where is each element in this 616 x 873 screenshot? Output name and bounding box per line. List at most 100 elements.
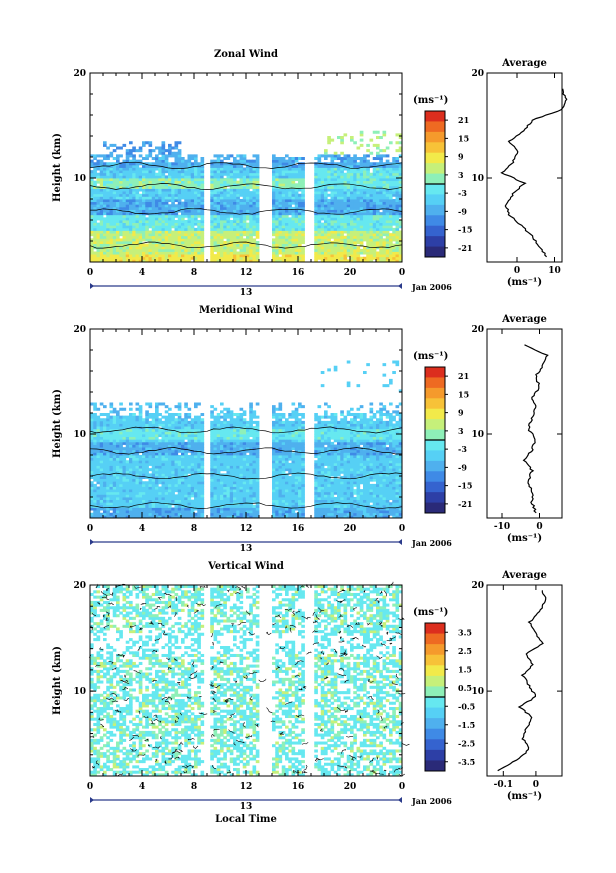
day-label: 13 <box>240 544 253 554</box>
x-tick-label: 16 <box>292 782 305 792</box>
profile-title: Average <box>501 314 547 325</box>
x-tick-label: 0 <box>87 268 93 278</box>
profile-y-tick-label: 20 <box>471 69 484 79</box>
profile-title: Average <box>501 58 547 69</box>
colorbar-tick-label: -15 <box>458 481 472 491</box>
y-tick-label: 20 <box>73 581 86 591</box>
colorbar-tick-label: 15 <box>458 389 469 399</box>
panel-zonal-wind: Zonal Wind 10 20 0 4 8 12 16 20 0 Height (km) 13 Jan… <box>52 49 568 298</box>
contour-lines <box>89 426 403 509</box>
x-tick-label: 20 <box>344 268 357 278</box>
colorbar-tick-label: 3 <box>458 170 464 180</box>
heatmap-cells <box>90 360 403 519</box>
profile-y-tick-label: 20 <box>471 581 484 591</box>
colorbar-tick-label: -2.5 <box>458 738 475 748</box>
colorbar-tick-label: 9 <box>458 152 464 162</box>
x-tick-label: 8 <box>191 782 197 792</box>
colorbar-tick-label: 9 <box>458 408 464 418</box>
average-profile: Average 0 10 10 20 (ms⁻¹) <box>471 58 568 288</box>
profile-x-label: (ms⁻¹) <box>507 277 542 288</box>
y-axis-label: Height (km) <box>52 133 63 202</box>
y-tick-label: 10 <box>73 174 86 184</box>
colorbar-tick-label: 1.5 <box>458 664 472 674</box>
x-tick-label: 20 <box>344 782 357 792</box>
colorbar-tick-label: -1.5 <box>458 720 475 730</box>
colorbar-unit: (ms⁻¹) <box>413 95 448 106</box>
colorbar-tick-label: 3.5 <box>458 627 472 637</box>
profile-y-tick-label: 10 <box>471 174 484 184</box>
profile-x-tick-label: 10 <box>548 266 561 276</box>
y-tick-label: 10 <box>73 687 86 697</box>
profile-line <box>522 344 549 514</box>
panel-title: Zonal Wind <box>214 49 278 60</box>
x-tick-label: 8 <box>191 524 197 534</box>
panel-vertical-wind: Vertical Wind 10 20 0 4 8 12 16 20 0 Height (km) 13… <box>52 561 563 825</box>
x-tick-label: 12 <box>240 524 253 534</box>
profile-title: Average <box>501 570 547 581</box>
colorbar-tick-label: 21 <box>458 371 469 381</box>
colorbar-unit: (ms⁻¹) <box>413 607 448 618</box>
x-tick-label: 0 <box>87 782 93 792</box>
x-tick-label: 4 <box>139 524 145 534</box>
colorbar-unit: (ms⁻¹) <box>413 351 448 362</box>
profile-x-label: (ms⁻¹) <box>507 533 542 544</box>
profile-y-tick-label: 10 <box>471 687 484 697</box>
colorbar-tick-label: -0.5 <box>458 701 475 711</box>
profile-x-tick-label: 0 <box>514 266 520 276</box>
x-tick-label: 0 <box>399 524 405 534</box>
x-axis-label: Local Time <box>215 814 277 825</box>
colorbar: 3.5 2.5 1.5 0.5 -0.5 -1.5 -2.5 -3.5 <box>424 622 475 772</box>
colorbar-tick-label: -21 <box>458 243 472 253</box>
colorbar-tick-label: 0.5 <box>458 683 472 693</box>
profile-x-tick-label: -0.1 <box>494 780 513 790</box>
profile-y-tick-label: 20 <box>471 325 484 335</box>
heatmap-cells <box>90 585 403 777</box>
profile-x-tick-label: 0 <box>536 522 542 532</box>
y-axis-label: Height (km) <box>52 389 63 458</box>
date-label: Jan 2006 <box>411 796 452 806</box>
profile-line <box>500 88 568 258</box>
profile-x-tick-label: 0 <box>533 780 539 790</box>
y-tick-label: 20 <box>73 325 86 335</box>
colorbar-tick-label: 2.5 <box>458 646 472 656</box>
panel-title: Vertical Wind <box>207 561 284 572</box>
colorbar: 21 15 9 3 -3 -9 -15 -21 <box>424 366 472 514</box>
colorbar-tick-label: -9 <box>458 206 467 216</box>
date-label: Jan 2006 <box>411 538 452 548</box>
average-profile: Average -0.1 0 10 20 (ms⁻¹) <box>471 570 563 802</box>
x-tick-label: 12 <box>240 268 253 278</box>
x-tick-label: 8 <box>191 268 197 278</box>
profile-y-tick-label: 10 <box>471 430 484 440</box>
y-tick-label: 20 <box>73 69 86 79</box>
colorbar-tick-label: -15 <box>458 225 472 235</box>
x-tick-label: 16 <box>292 268 305 278</box>
colorbar-tick-label: -3.5 <box>458 757 475 767</box>
colorbar-tick-label: 15 <box>458 133 469 143</box>
average-profile: Average -10 0 10 20 (ms⁻¹) <box>471 314 563 544</box>
x-tick-label: 0 <box>87 524 93 534</box>
x-tick-label: 4 <box>139 268 145 278</box>
colorbar-tick-label: -3 <box>458 188 467 198</box>
x-tick-label: 16 <box>292 524 305 534</box>
x-tick-label: 20 <box>344 524 357 534</box>
day-label: 13 <box>240 288 253 298</box>
y-axis-label: Height (km) <box>52 646 63 715</box>
colorbar-tick-label: 3 <box>458 426 464 436</box>
x-tick-label: 0 <box>399 268 405 278</box>
panel-meridional-wind: Meridional Wind 10 20 0 4 8 12 16 20 0 Height (km)… <box>52 305 563 554</box>
day-label: 13 <box>240 802 253 812</box>
colorbar-tick-label: 21 <box>458 115 469 125</box>
colorbar-tick-label: -3 <box>458 444 467 454</box>
profile-x-label: (ms⁻¹) <box>507 791 542 802</box>
x-tick-label: 0 <box>399 782 405 792</box>
colorbar-tick-label: -21 <box>458 499 472 509</box>
x-tick-label: 12 <box>240 782 253 792</box>
heatmap-cells <box>90 130 403 263</box>
date-label: Jan 2006 <box>411 282 452 292</box>
colorbar: 21 15 9 3 -3 -9 -15 -21 <box>424 110 472 258</box>
profile-line <box>497 590 547 772</box>
y-tick-label: 10 <box>73 430 86 440</box>
profile-x-tick-label: -10 <box>494 522 510 532</box>
colorbar-tick-label: -9 <box>458 462 467 472</box>
